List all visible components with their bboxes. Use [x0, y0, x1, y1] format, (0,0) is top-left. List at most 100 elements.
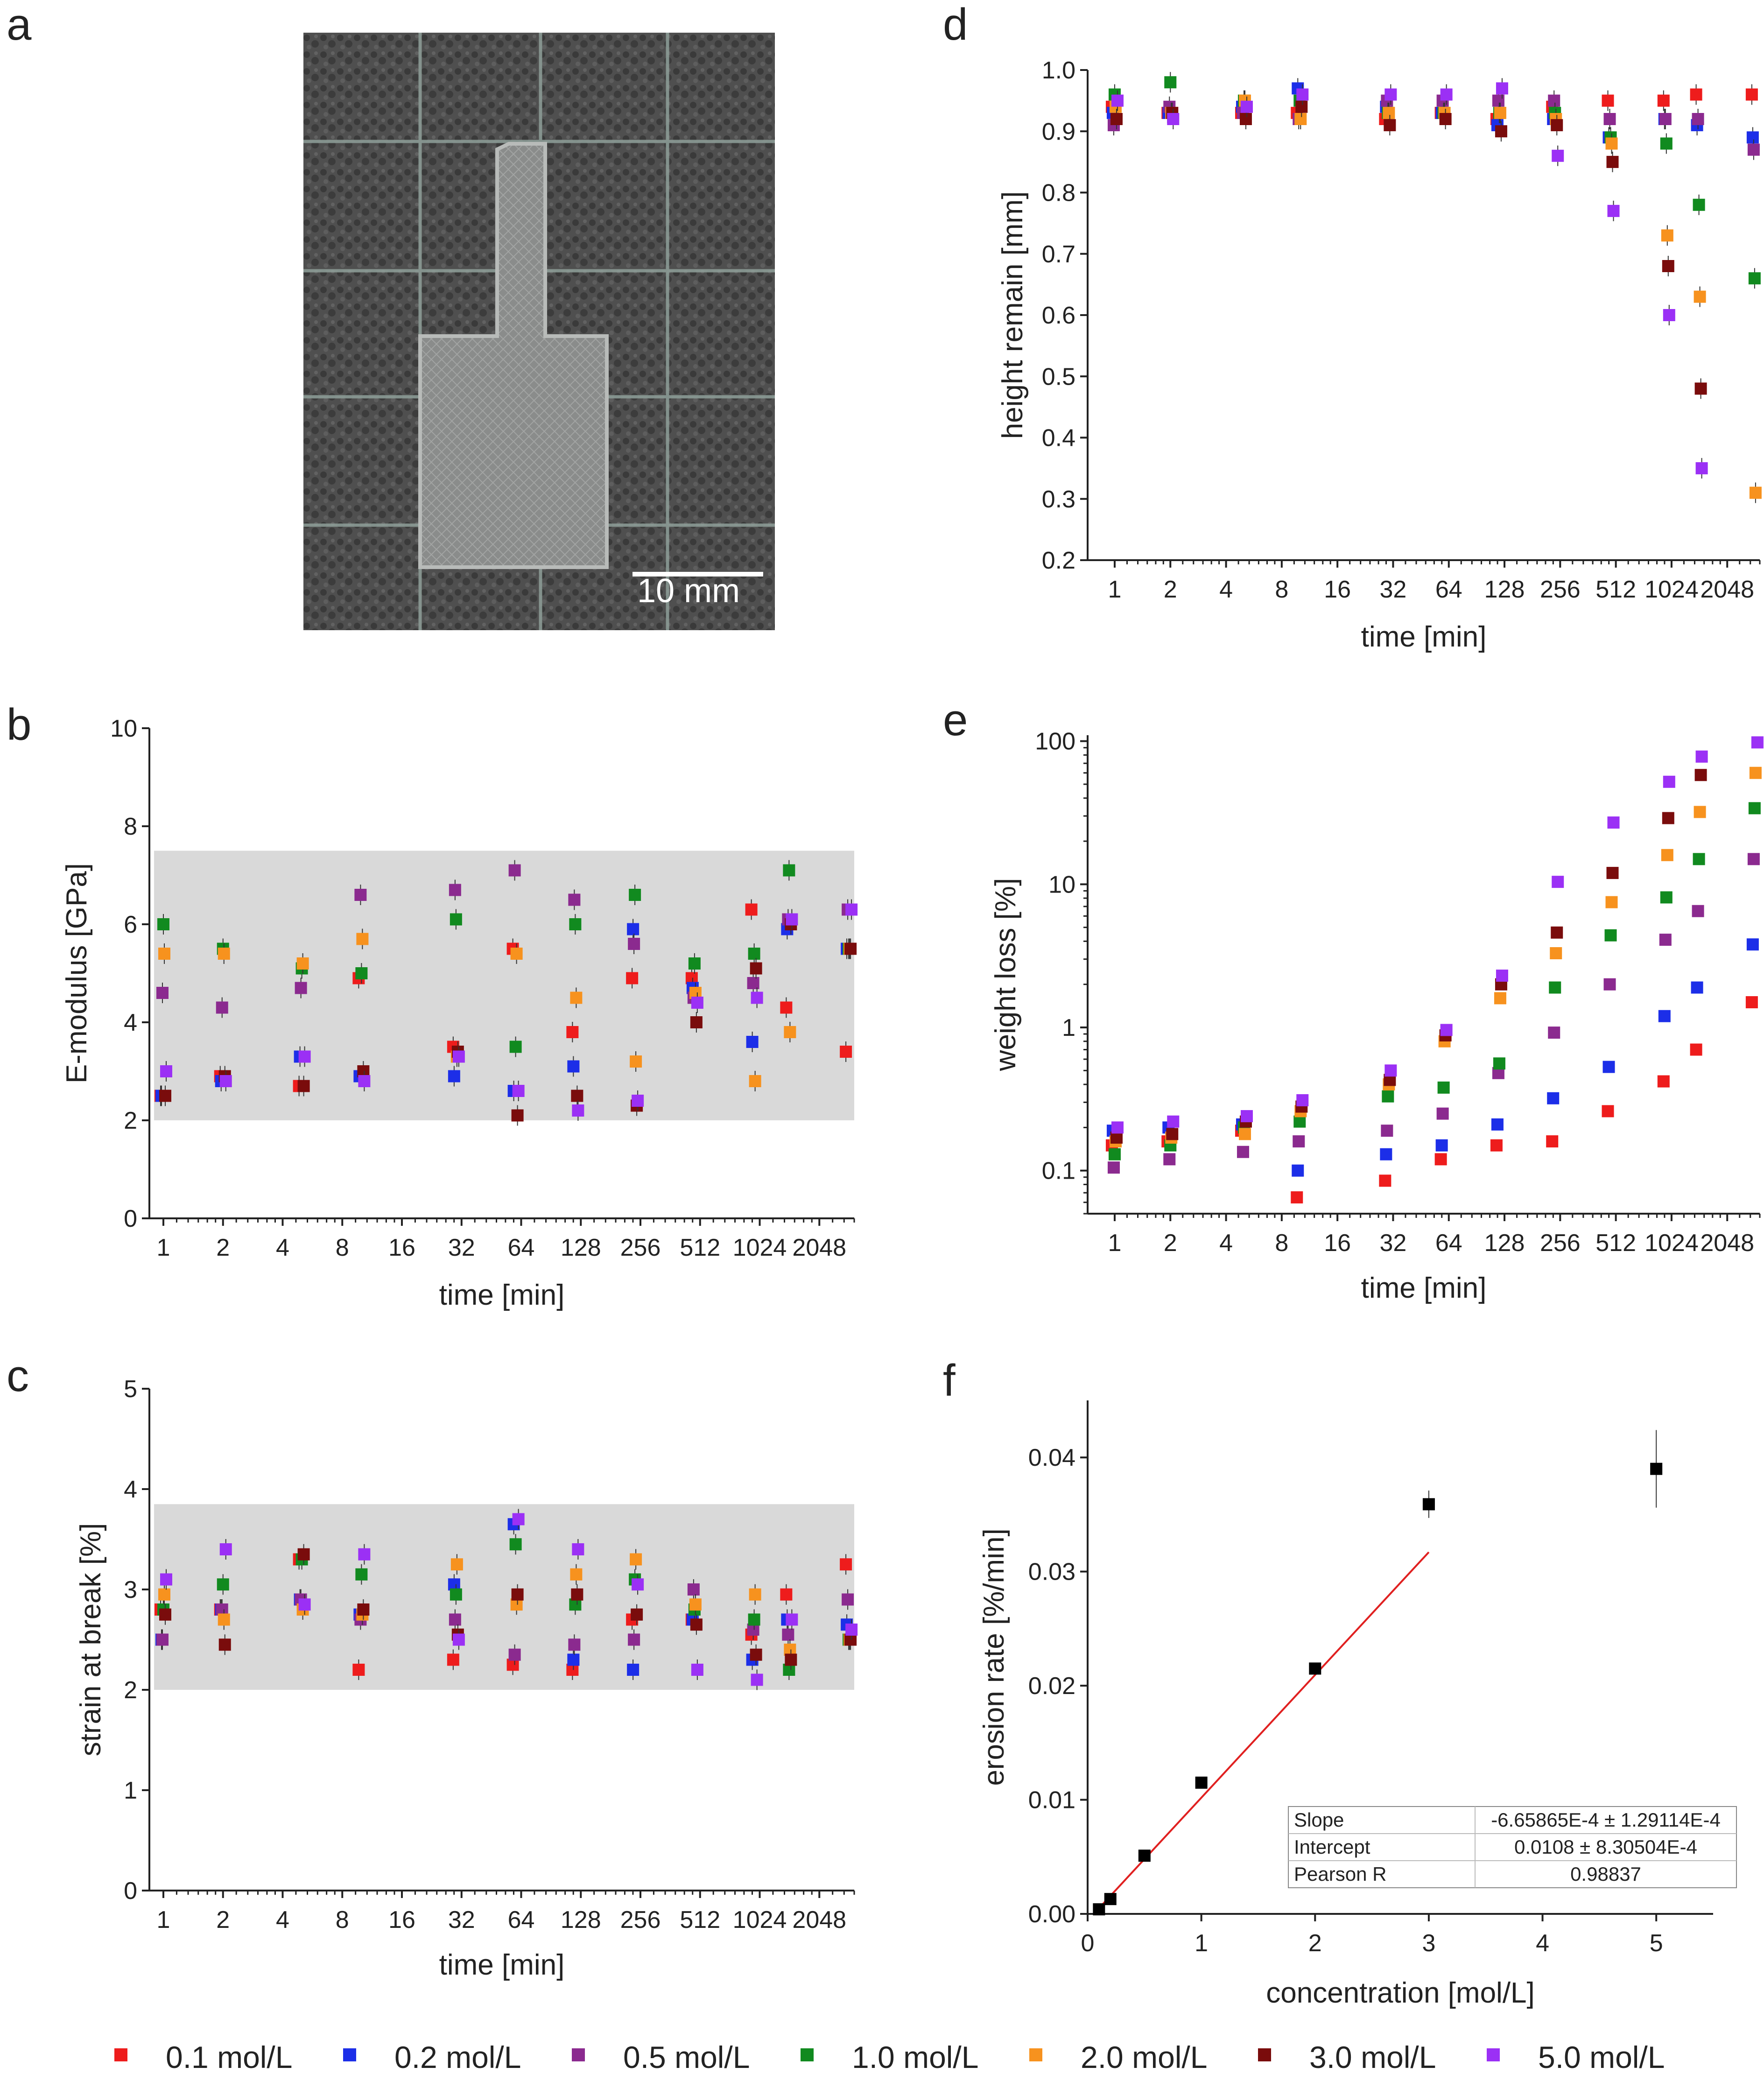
data-point: [355, 1568, 368, 1581]
data-point: [1195, 1776, 1208, 1789]
data-point: [1166, 1128, 1179, 1140]
data-point: [1164, 76, 1177, 89]
data-point: [845, 903, 858, 916]
y-tick-label: 0.00: [1028, 1901, 1075, 1928]
data-point: [748, 948, 760, 960]
x-tick-label: 4: [276, 1234, 289, 1261]
data-point: [1440, 88, 1453, 101]
panel-letter-d: d: [943, 0, 968, 49]
data-point: [1602, 94, 1614, 107]
data-point: [1694, 806, 1706, 818]
data-point: [217, 1578, 229, 1591]
data-point: [1603, 113, 1616, 125]
data-point: [1690, 88, 1702, 101]
data-point: [1662, 812, 1674, 824]
data-point: [782, 1628, 794, 1641]
data-point: [571, 1588, 583, 1601]
data-point: [566, 1026, 579, 1038]
x-axis-label: time [min]: [439, 1949, 565, 1981]
data-point: [786, 913, 798, 926]
x-tick-label: 0: [1081, 1930, 1095, 1957]
data-point: [1751, 736, 1764, 749]
data-point: [840, 1046, 852, 1058]
y-tick-label: 0.8: [1042, 180, 1075, 207]
data-point: [450, 1588, 462, 1601]
data-point: [1111, 1121, 1124, 1134]
data-point: [1240, 1110, 1253, 1123]
data-point: [159, 1608, 171, 1621]
data-point: [1167, 1115, 1180, 1128]
y-tick-label: 0: [124, 1205, 137, 1232]
x-tick-label: 1: [1108, 1230, 1122, 1257]
y-axis-label: E-modulus [GPa]: [61, 863, 93, 1083]
x-axis-label: concentration [mol/L]: [1266, 1977, 1535, 2009]
data-point: [626, 972, 639, 984]
data-point: [1650, 1462, 1663, 1475]
data-point: [1663, 775, 1675, 788]
data-point: [567, 1060, 580, 1073]
y-tick-label: 0.7: [1042, 241, 1075, 268]
data-point: [1108, 1148, 1121, 1160]
data-point: [1309, 1662, 1321, 1675]
y-tick-label: 0.01: [1028, 1787, 1075, 1814]
y-tick-label: 3: [124, 1576, 137, 1603]
x-tick-label: 1: [157, 1906, 170, 1933]
data-point: [630, 1055, 642, 1068]
data-point: [1490, 1139, 1503, 1152]
data-point: [1747, 143, 1760, 156]
data-point: [1659, 934, 1672, 946]
x-tick-label: 32: [448, 1906, 475, 1933]
data-point: [1607, 204, 1620, 217]
x-tick-label: 4: [276, 1906, 289, 1933]
data-point: [1606, 155, 1619, 168]
data-point: [1293, 1115, 1306, 1128]
x-tick-label: 64: [508, 1234, 535, 1261]
data-point: [750, 1648, 762, 1661]
panel-letter-b: b: [7, 700, 31, 750]
data-point: [1494, 992, 1506, 1005]
y-tick-label: 2: [124, 1107, 137, 1134]
data-point: [1547, 1092, 1560, 1104]
stats-label: Slope: [1294, 1809, 1344, 1831]
x-axis-label: time [min]: [1361, 1272, 1487, 1304]
x-tick-label: 512: [1595, 1230, 1636, 1257]
data-point: [160, 1065, 172, 1077]
data-point: [691, 1664, 703, 1676]
data-point: [1748, 272, 1761, 285]
data-point: [688, 957, 701, 970]
data-point: [842, 1593, 854, 1606]
data-point: [627, 923, 640, 935]
x-tick-label: 1024: [733, 1906, 787, 1933]
data-point: [1492, 94, 1504, 107]
data-point: [1605, 137, 1618, 150]
data-point: [1104, 1893, 1117, 1905]
data-point: [354, 889, 367, 901]
x-tick-label: 128: [561, 1234, 601, 1261]
y-tick-label: 0.9: [1042, 118, 1075, 145]
data-point: [1605, 896, 1618, 908]
x-tick-label: 8: [336, 1234, 349, 1261]
y-tick-label: 0.5: [1042, 363, 1075, 390]
x-tick-label: 512: [680, 1234, 720, 1261]
y-tick-label: 0.1: [1042, 1158, 1075, 1185]
data-point: [509, 1040, 522, 1053]
x-tick-label: 2048: [1700, 1230, 1754, 1257]
data-point: [745, 903, 758, 916]
data-point: [780, 1588, 793, 1601]
band-shade: [154, 1504, 854, 1690]
x-tick-label: 256: [1540, 576, 1581, 603]
legend-label: 0.1 mol/L: [166, 2040, 292, 2074]
x-tick-label: 16: [388, 1906, 415, 1933]
data-point: [570, 991, 583, 1004]
stats-value: 0.98837: [1570, 1863, 1641, 1885]
data-point: [1294, 113, 1307, 125]
x-tick-label: 2048: [792, 1906, 846, 1933]
scale-bar-label: 10 mm: [637, 572, 740, 610]
x-tick-label: 64: [508, 1906, 535, 1933]
data-point: [750, 962, 762, 975]
y-tick-label: 2: [124, 1677, 137, 1704]
data-point: [845, 1624, 858, 1636]
x-tick-label: 64: [1435, 1230, 1462, 1257]
data-point: [751, 991, 763, 1004]
